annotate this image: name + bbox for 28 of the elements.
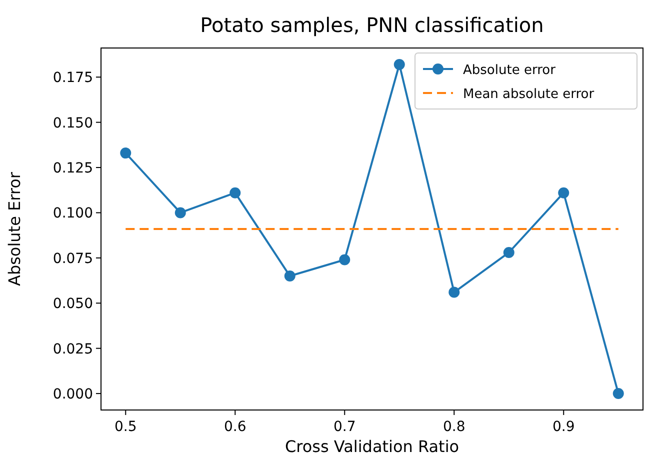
point xyxy=(174,207,186,218)
point xyxy=(394,58,405,70)
y-axis-title: Absolute Error xyxy=(5,172,24,286)
y-tick-label: 0.150 xyxy=(52,115,93,132)
y-tick-label: 0.100 xyxy=(52,206,93,222)
point xyxy=(612,388,624,400)
x-tick-label: 0.6 xyxy=(224,419,246,435)
point xyxy=(503,247,514,258)
point xyxy=(448,286,460,298)
point xyxy=(230,187,241,198)
y-tick-label: 0.125 xyxy=(52,160,93,177)
x-tick-label: 0.7 xyxy=(333,419,356,435)
legend-label: Mean absolute error xyxy=(463,87,595,102)
x-tick-label: 0.9 xyxy=(552,419,575,435)
x-axis-title: Cross Validation Ratio xyxy=(284,437,460,456)
y-tick-label: 0.000 xyxy=(52,386,93,403)
point xyxy=(558,187,570,198)
point xyxy=(120,148,132,159)
y-tick-label: 0.050 xyxy=(52,296,93,312)
x-tick-label: 0.8 xyxy=(442,419,466,435)
chart-title: Potato samples, PNN classification xyxy=(200,13,544,37)
y-tick-label: 0.075 xyxy=(52,250,93,267)
point xyxy=(284,270,296,282)
x-tick-label: 0.5 xyxy=(114,419,137,435)
legend-label: Absolute error xyxy=(463,63,556,78)
y-tick-label: 0.025 xyxy=(52,341,93,358)
point xyxy=(339,254,350,266)
y-tick-label: 0.175 xyxy=(52,70,93,86)
